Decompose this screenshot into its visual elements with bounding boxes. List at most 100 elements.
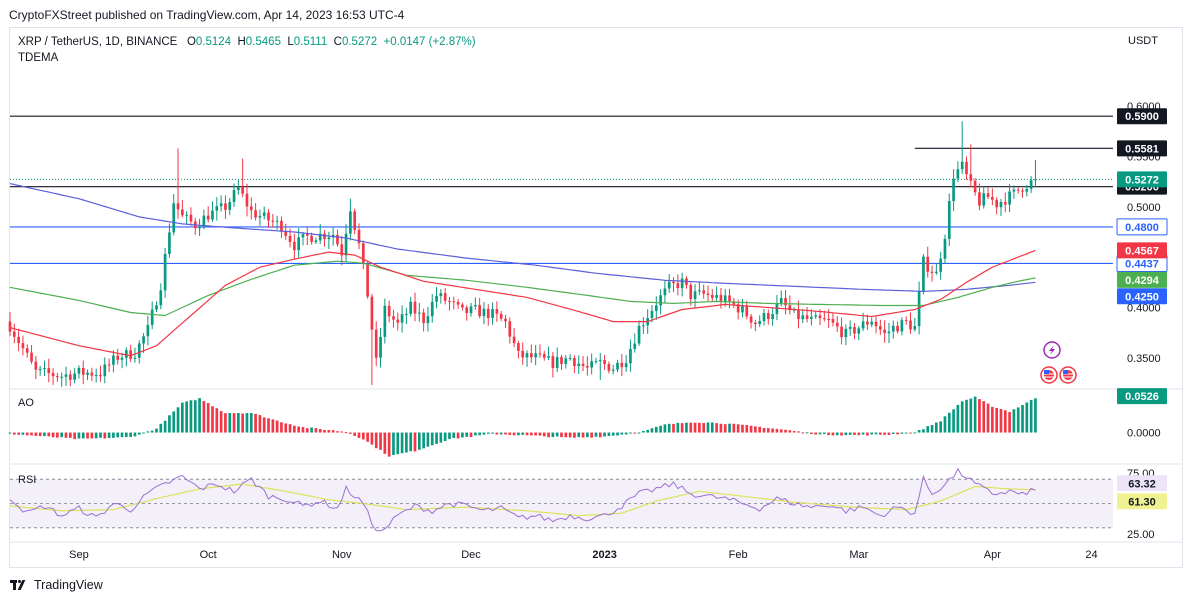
candle-body[interactable] — [689, 284, 693, 300]
candle-body[interactable] — [508, 321, 512, 337]
candle-body[interactable] — [267, 212, 270, 221]
candle-body[interactable] — [202, 215, 206, 227]
candle-body[interactable] — [603, 360, 606, 364]
candle-body[interactable] — [766, 313, 770, 320]
candle-body[interactable] — [835, 322, 839, 327]
tradingview-footer[interactable]: TradingView — [10, 578, 103, 592]
candle-body[interactable] — [129, 350, 132, 359]
candle-body[interactable] — [573, 358, 576, 367]
candle-body[interactable] — [426, 316, 430, 324]
candle-body[interactable] — [710, 294, 714, 298]
candle-body[interactable] — [620, 362, 624, 368]
candle-body[interactable] — [288, 235, 292, 242]
candle-body[interactable] — [137, 343, 141, 358]
candle-body[interactable] — [943, 238, 947, 259]
candle-body[interactable] — [706, 293, 710, 295]
candle-body[interactable] — [258, 215, 262, 218]
candle-body[interactable] — [866, 321, 869, 325]
candle-body[interactable] — [960, 161, 964, 170]
candle-body[interactable] — [64, 374, 68, 377]
candle-body[interactable] — [112, 355, 115, 365]
candle-body[interactable] — [318, 233, 322, 241]
candle-body[interactable] — [874, 321, 878, 327]
candle-body[interactable] — [607, 363, 611, 371]
candle-body[interactable] — [542, 354, 546, 358]
candle-body[interactable] — [361, 243, 365, 264]
candle-body[interactable] — [249, 206, 253, 211]
candle-body[interactable] — [926, 256, 930, 272]
candle-body[interactable] — [560, 357, 563, 364]
candle-body[interactable] — [844, 328, 848, 338]
candle-body[interactable] — [637, 325, 641, 344]
candle-body[interactable] — [293, 241, 296, 251]
candle-body[interactable] — [530, 353, 533, 358]
candle-body[interactable] — [271, 220, 275, 222]
candle-body[interactable] — [366, 263, 369, 297]
candle-body[interactable] — [181, 209, 184, 216]
candle-body[interactable] — [672, 281, 675, 284]
candle-body[interactable] — [413, 301, 417, 314]
candle-body[interactable] — [456, 301, 460, 305]
candle-body[interactable] — [917, 290, 921, 327]
candle-body[interactable] — [629, 348, 632, 364]
candle-body[interactable] — [176, 203, 180, 210]
candle-body[interactable] — [831, 319, 835, 323]
candle-body[interactable] — [702, 290, 706, 294]
candle-body[interactable] — [771, 314, 774, 320]
candle-body[interactable] — [887, 331, 891, 334]
candle-body[interactable] — [340, 244, 344, 256]
candle-body[interactable] — [435, 296, 438, 302]
candle-body[interactable] — [521, 350, 525, 358]
rsi-pane-label[interactable]: RSI — [18, 474, 37, 486]
candle-body[interactable] — [896, 325, 899, 332]
candle-body[interactable] — [840, 326, 843, 338]
candle-body[interactable] — [973, 180, 977, 193]
candle-body[interactable] — [38, 368, 42, 370]
candle-body[interactable] — [323, 233, 326, 240]
candle-body[interactable] — [349, 211, 352, 234]
candle-body[interactable] — [297, 237, 301, 251]
candle-body[interactable] — [999, 202, 1003, 208]
candle-body[interactable] — [155, 305, 158, 310]
candle-body[interactable] — [103, 364, 107, 377]
candle-body[interactable] — [357, 229, 361, 244]
candle-body[interactable] — [99, 374, 102, 377]
candle-body[interactable] — [305, 234, 309, 236]
candle-body[interactable] — [564, 358, 568, 364]
candle-body[interactable] — [598, 360, 602, 362]
candle-body[interactable] — [275, 220, 279, 222]
candle-body[interactable] — [698, 290, 701, 292]
ema-red-line[interactable] — [9, 249, 1036, 357]
candle-body[interactable] — [913, 326, 917, 330]
candle-body[interactable] — [861, 321, 865, 329]
candle-body[interactable] — [392, 316, 395, 320]
candle-body[interactable] — [228, 201, 232, 210]
candle-body[interactable] — [422, 312, 425, 324]
candle-body[interactable] — [124, 350, 128, 358]
candle-body[interactable] — [736, 304, 740, 313]
candle-body[interactable] — [262, 212, 266, 216]
candle-body[interactable] — [848, 327, 852, 329]
candle-body[interactable] — [784, 298, 787, 306]
candle-body[interactable] — [900, 320, 904, 332]
candle-body[interactable] — [387, 305, 391, 317]
candle-body[interactable] — [1029, 180, 1033, 189]
candle-body[interactable] — [879, 326, 882, 330]
candle-body[interactable] — [883, 329, 886, 334]
candle-body[interactable] — [150, 309, 154, 325]
candle-body[interactable] — [693, 291, 697, 300]
candle-body[interactable] — [581, 363, 585, 366]
candle-body[interactable] — [986, 193, 990, 197]
candle-body[interactable] — [86, 372, 89, 375]
candle-body[interactable] — [344, 233, 348, 256]
candle-body[interactable] — [939, 258, 942, 272]
symbol-name[interactable]: XRP / TetherUS, 1D, BINANCE — [18, 36, 178, 48]
candle-body[interactable] — [534, 353, 537, 358]
candle-body[interactable] — [719, 294, 723, 303]
candle-body[interactable] — [956, 169, 960, 179]
candle-body[interactable] — [586, 365, 589, 368]
candle-body[interactable] — [827, 318, 830, 320]
candle-body[interactable] — [978, 192, 981, 206]
candle-body[interactable] — [400, 314, 404, 323]
